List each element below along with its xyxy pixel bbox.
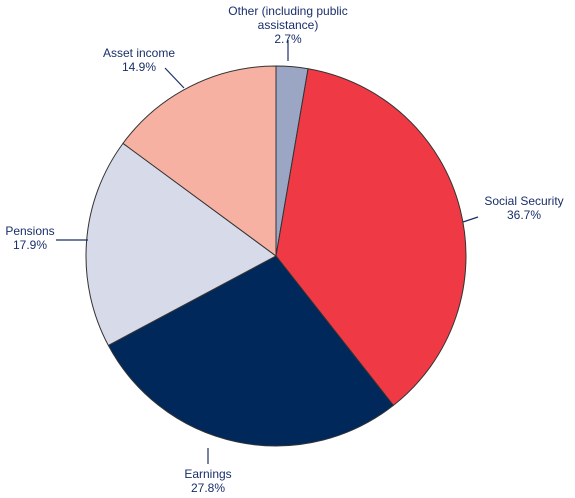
slice-labels: Other (including public assistance) 2.7% So… bbox=[5, 4, 563, 495]
slice-label-other-including-public: Other (including public assistance) 2.7% bbox=[228, 4, 347, 46]
slice-label-social-security: Social Security 36.7% bbox=[484, 194, 563, 222]
slice-name-other-including-public: assistance) bbox=[258, 18, 319, 32]
slice-name-asset-income: Asset income bbox=[103, 46, 175, 60]
pie-slices bbox=[85, 65, 467, 447]
pie-slice-asset-income bbox=[122, 65, 277, 257]
slice-label-asset-income: Asset income 14.9% bbox=[103, 46, 175, 74]
slice-name-earnings: Earnings bbox=[184, 467, 231, 481]
slice-value-earnings: 27.8% bbox=[191, 481, 225, 495]
slice-name-social-security: Social Security bbox=[484, 194, 563, 208]
slice-label-earnings: Earnings 27.8% bbox=[184, 467, 231, 495]
slice-label-pensions: Pensions 17.9% bbox=[5, 224, 54, 252]
slice-value-asset-income: 14.9% bbox=[122, 60, 156, 74]
slice-name-pensions: Pensions bbox=[5, 224, 54, 238]
slice-value-other-including-public: 2.7% bbox=[274, 32, 302, 46]
pie-slice-earnings bbox=[107, 255, 395, 447]
slice-value-pensions: 17.9% bbox=[13, 238, 47, 252]
slice-value-social-security: 36.7% bbox=[507, 208, 541, 222]
leader-line-asset-income bbox=[164, 67, 185, 89]
leader-line-social-security bbox=[462, 216, 479, 223]
leader-lines bbox=[56, 40, 479, 464]
pie-slice-pensions bbox=[85, 142, 277, 347]
pie-slice-social-security bbox=[275, 68, 467, 407]
slice-name-other-including-public: Other (including public bbox=[228, 4, 347, 18]
